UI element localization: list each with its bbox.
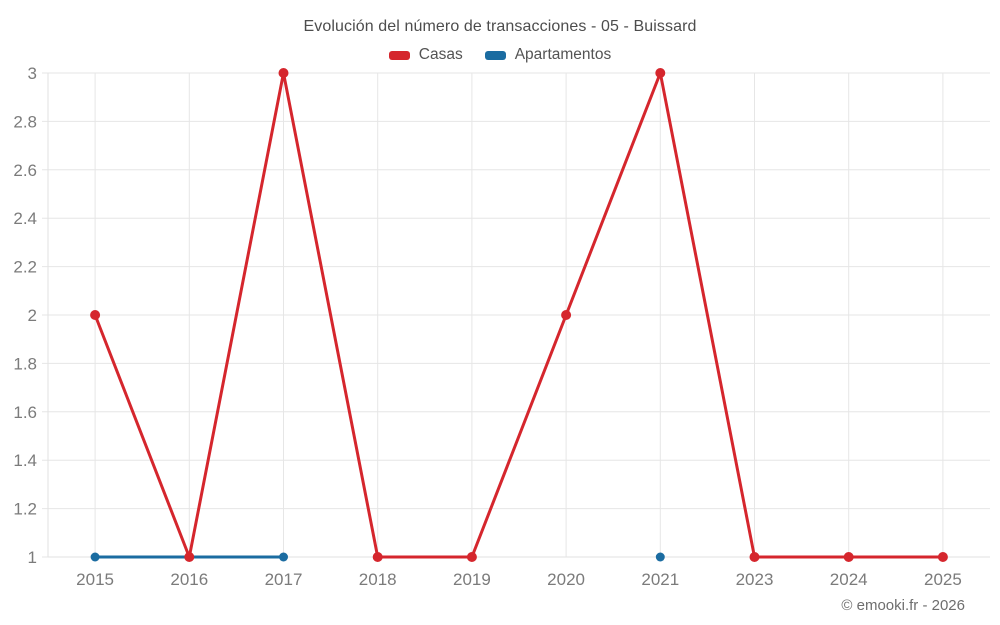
- x-tick-label: 2019: [453, 570, 491, 589]
- y-tick-label: 2.6: [13, 161, 37, 180]
- y-tick-label: 1.6: [13, 403, 37, 422]
- legend-item-apartamentos[interactable]: Apartamentos: [484, 46, 612, 64]
- data-point-casas-2018[interactable]: [372, 552, 383, 562]
- y-tick-label: 2.8: [13, 112, 37, 131]
- data-point-casas-2015[interactable]: [90, 310, 101, 320]
- watermark: © emooki.fr - 2026: [841, 597, 965, 614]
- data-point-casas-2021[interactable]: [655, 68, 666, 78]
- data-point-apartamentos-2021[interactable]: [655, 552, 665, 562]
- data-point-casas-2017[interactable]: [278, 68, 289, 78]
- y-tick-label: 1.2: [13, 500, 37, 519]
- legend: Casas Apartamentos: [0, 46, 1000, 64]
- data-point-casas-2019[interactable]: [466, 552, 477, 562]
- legend-swatch: [388, 50, 410, 60]
- series-line-casas: [93, 71, 945, 559]
- x-tick-label: 2024: [830, 570, 868, 589]
- data-point-apartamentos-2017[interactable]: [279, 552, 288, 562]
- y-tick-label: 3: [28, 64, 37, 83]
- y-tick-label: 1: [28, 548, 37, 567]
- y-tick-label: 1.4: [13, 451, 37, 470]
- x-tick-label: 2021: [641, 570, 679, 589]
- data-point-casas-2024[interactable]: [843, 552, 854, 562]
- y-tick-label: 2.4: [13, 209, 37, 228]
- data-point-casas-2016[interactable]: [184, 552, 195, 562]
- x-tick-label: 2015: [76, 570, 114, 589]
- data-point-casas-2025[interactable]: [937, 552, 948, 562]
- data-point-casas-2020[interactable]: [561, 310, 572, 320]
- legend-swatch: [484, 50, 506, 60]
- x-tick-label: 2017: [265, 570, 303, 589]
- legend-item-casas[interactable]: Casas: [388, 46, 463, 64]
- data-point-apartamentos-2015[interactable]: [90, 552, 100, 562]
- x-tick-label: 2020: [547, 570, 585, 589]
- x-tick-label: 2023: [736, 570, 774, 589]
- legend-label: Apartamentos: [514, 46, 612, 63]
- y-tick-label: 2.2: [13, 258, 37, 277]
- chart-title: Evolución del número de transacciones - …: [303, 18, 697, 35]
- x-tick-label: 2018: [359, 570, 397, 589]
- y-tick-label: 2: [28, 306, 37, 325]
- x-tick-label: 2016: [170, 570, 208, 589]
- legend-label: Casas: [418, 46, 463, 63]
- x-tick-label: 2025: [924, 570, 962, 589]
- y-tick-label: 1.8: [13, 354, 37, 373]
- data-point-casas-2023[interactable]: [749, 552, 760, 562]
